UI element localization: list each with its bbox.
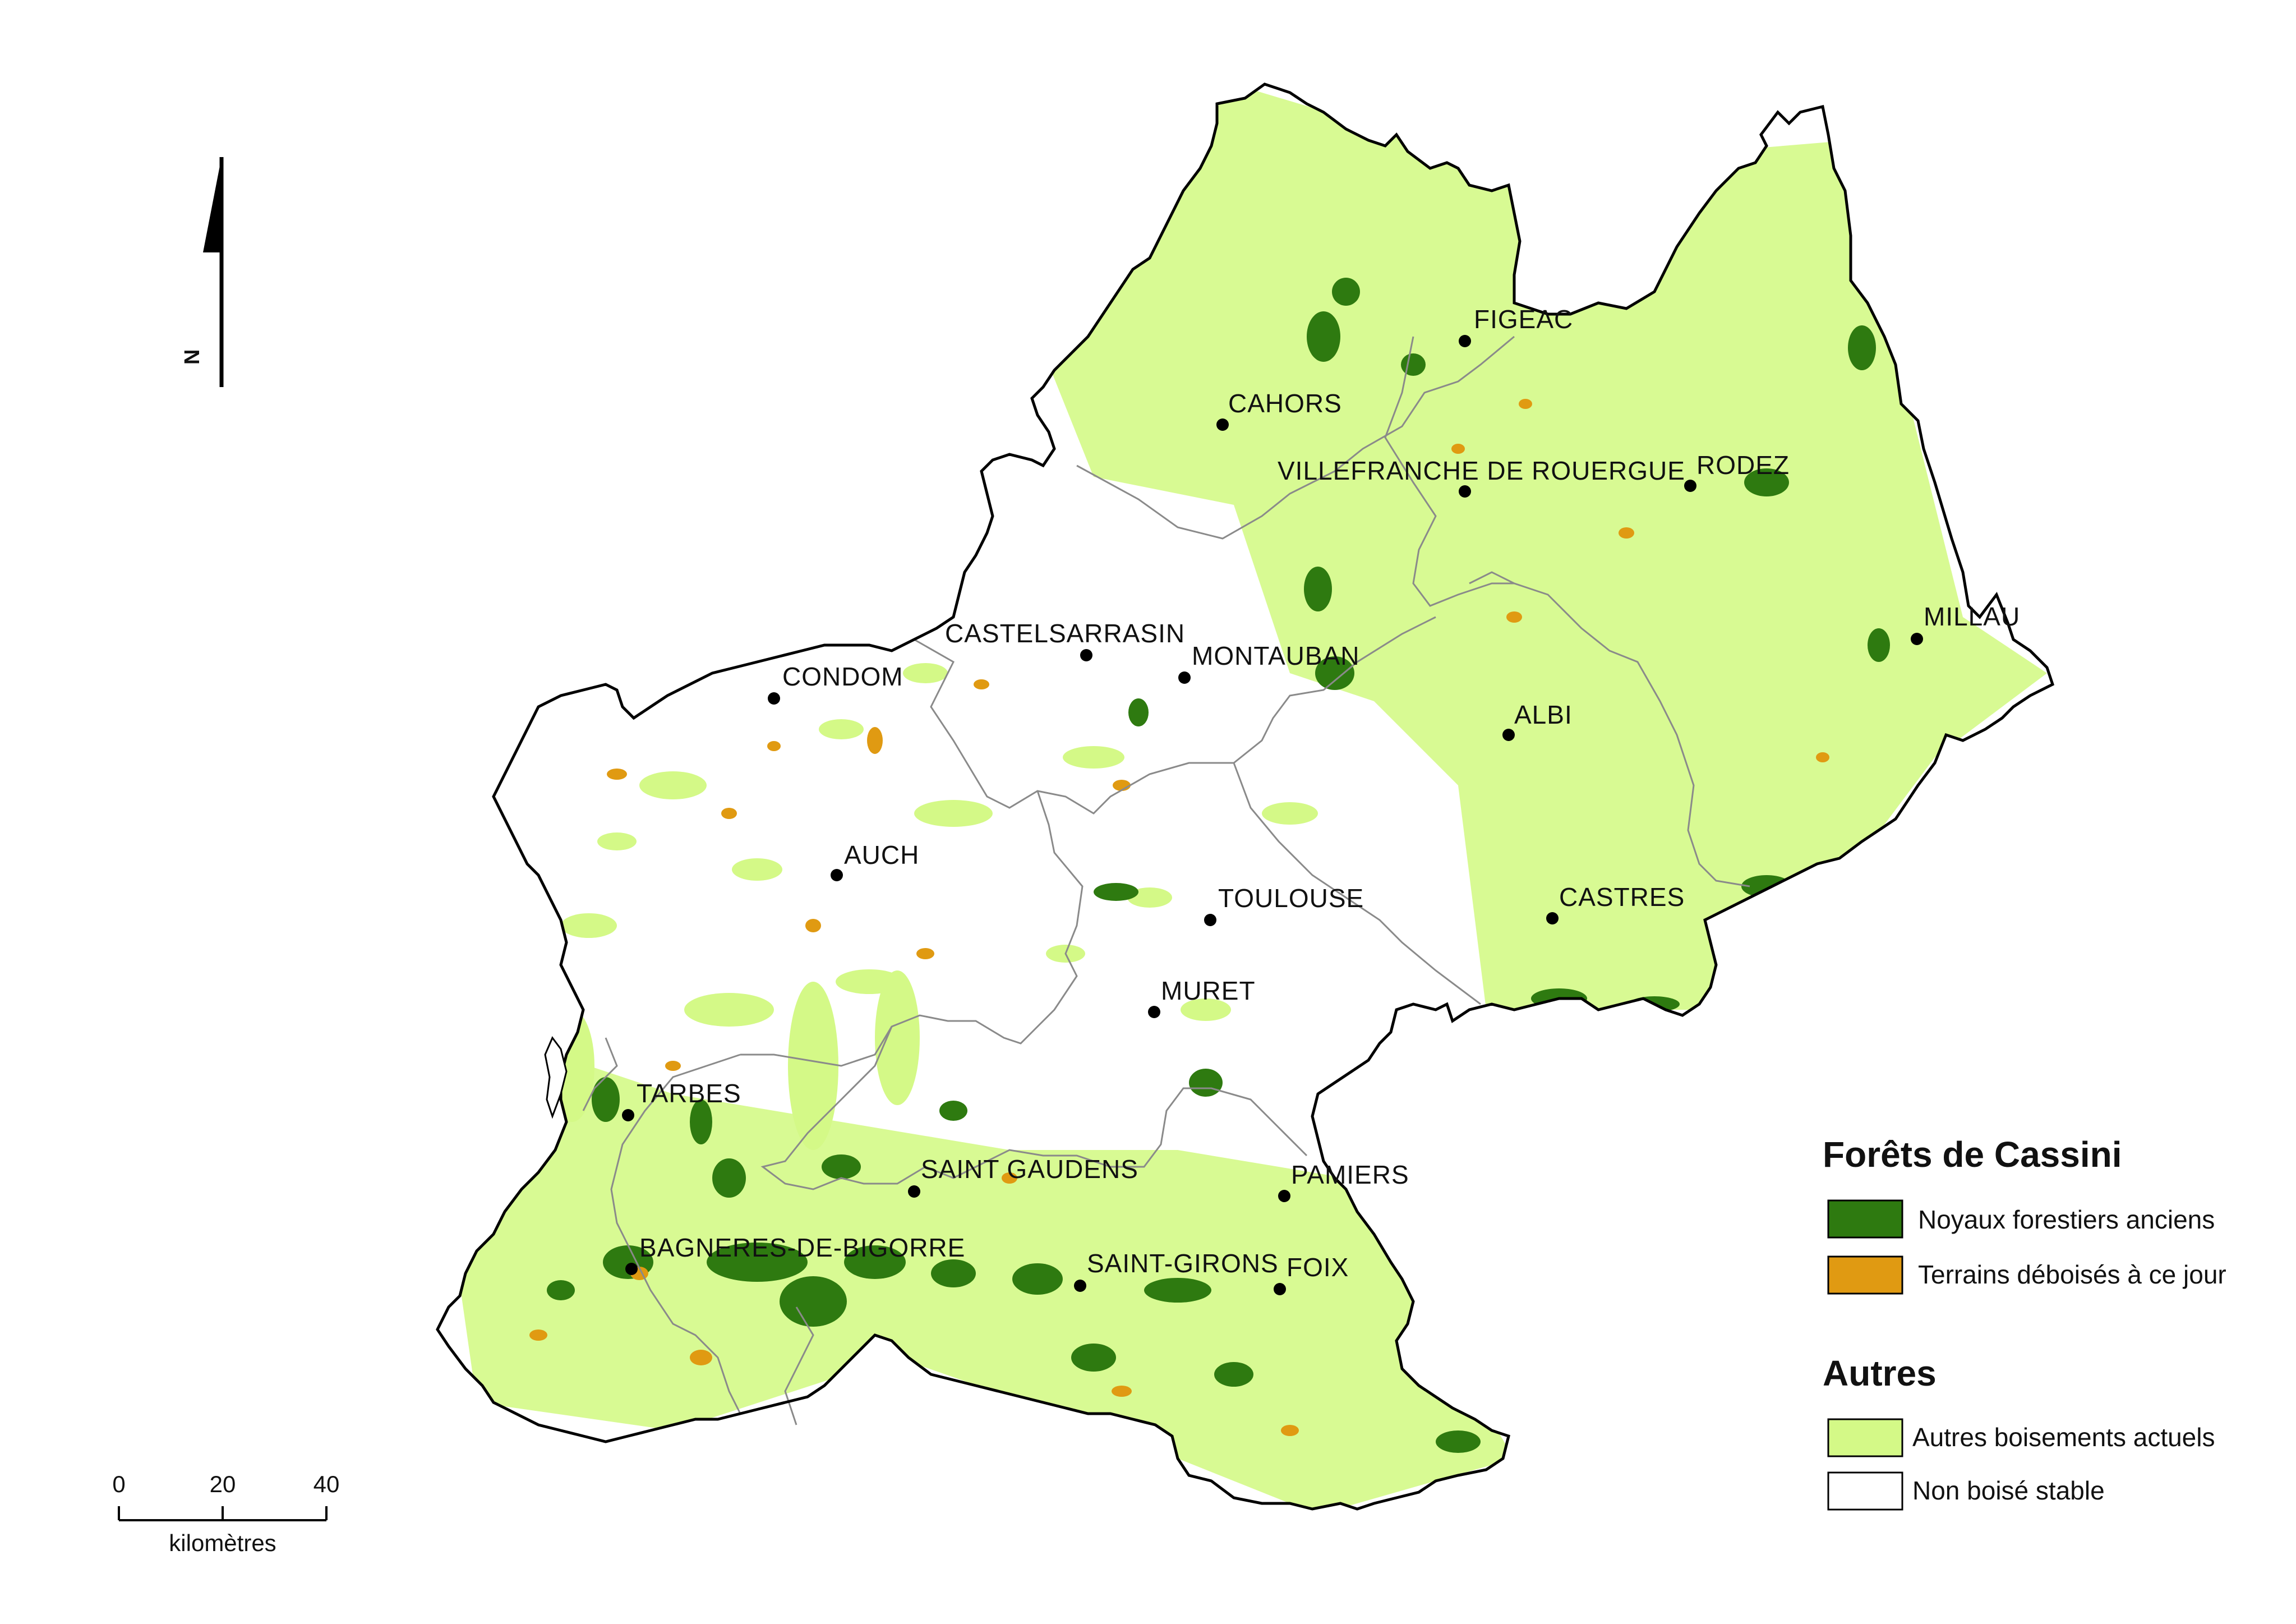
city-marker: BAGNERES-DE-BIGORRE bbox=[625, 1233, 965, 1275]
vegetation-layer bbox=[449, 84, 2047, 1509]
legend: Forêts de Cassini Noyaux forestiers anci… bbox=[1823, 1134, 2226, 1511]
scale-bar: 0 20 40 kilomètres bbox=[112, 1471, 339, 1556]
lake bbox=[544, 1036, 568, 1119]
city-label: ALBI bbox=[1514, 700, 1573, 729]
city-label: CASTELSARRASIN bbox=[945, 619, 1185, 648]
city-label: TOULOUSE bbox=[1218, 884, 1364, 913]
cities-layer: FIGEAC CAHORS VILLEFRANCHE DE ROUERGUE RODE… bbox=[622, 305, 2020, 1295]
city-dot bbox=[622, 1109, 634, 1121]
city-label: AUCH bbox=[844, 840, 919, 869]
autres-boisements-north bbox=[1038, 84, 2047, 1010]
city-dot bbox=[1216, 418, 1229, 431]
city-label: TARBES bbox=[637, 1079, 741, 1108]
scale-tick-20: 20 bbox=[210, 1471, 236, 1497]
city-marker: SAINT GAUDENS bbox=[908, 1154, 1138, 1198]
city-label: CONDOM bbox=[782, 662, 903, 691]
north-arrow: N bbox=[181, 157, 224, 387]
noyaux-forestiers-patches bbox=[547, 278, 1890, 1453]
city-marker: AUCH bbox=[831, 840, 919, 881]
city-dot bbox=[1459, 485, 1471, 498]
city-marker: FOIX bbox=[1274, 1253, 1349, 1295]
city-marker: MURET bbox=[1148, 976, 1256, 1018]
city-marker: FIGEAC bbox=[1459, 305, 1573, 347]
city-dot bbox=[1148, 1006, 1160, 1018]
city-label: RODEZ bbox=[1696, 450, 1790, 480]
autres-boisements-patches bbox=[550, 663, 1318, 1150]
city-dot bbox=[768, 692, 780, 705]
north-letter: N bbox=[181, 349, 204, 365]
city-label: MONTAUBAN bbox=[1192, 641, 1360, 670]
city-dot bbox=[1080, 649, 1092, 661]
city-marker: MONTAUBAN bbox=[1178, 641, 1360, 684]
scale-unit: kilomètres bbox=[169, 1530, 276, 1556]
legend-label-noyaux: Noyaux forestiers anciens bbox=[1918, 1205, 2215, 1234]
legend-swatch-non-boise bbox=[1827, 1471, 1903, 1511]
city-dot bbox=[1911, 633, 1923, 645]
city-label: SAINT-GIRONS bbox=[1087, 1249, 1279, 1278]
legend-swatch-deboises bbox=[1827, 1255, 1903, 1295]
city-dot bbox=[908, 1185, 920, 1198]
scale-tick-0: 0 bbox=[112, 1471, 125, 1497]
city-marker: CAHORS bbox=[1216, 389, 1342, 431]
city-dot bbox=[1278, 1190, 1290, 1202]
city-marker: MILLAU bbox=[1911, 602, 2020, 645]
city-label: CASTRES bbox=[1559, 882, 1685, 912]
city-dot bbox=[1684, 480, 1696, 492]
city-marker: CONDOM bbox=[768, 662, 903, 705]
city-marker: CASTELSARRASIN bbox=[945, 619, 1185, 661]
city-label: MILLAU bbox=[1924, 602, 2020, 631]
legend-title-autres: Autres bbox=[1823, 1353, 1937, 1393]
city-marker: CASTRES bbox=[1546, 882, 1685, 924]
city-label: CAHORS bbox=[1228, 389, 1342, 418]
city-dot bbox=[1502, 729, 1515, 741]
city-dot bbox=[1178, 671, 1191, 684]
north-arrow-icon bbox=[203, 157, 222, 252]
city-label: SAINT GAUDENS bbox=[921, 1154, 1138, 1184]
city-dot bbox=[1546, 912, 1559, 924]
scale-tick-40: 40 bbox=[313, 1471, 340, 1497]
city-dot bbox=[831, 869, 843, 881]
city-label: VILLEFRANCHE DE ROUERGUE bbox=[1278, 456, 1685, 485]
city-marker: PAMIERS bbox=[1278, 1160, 1409, 1202]
city-marker: TOULOUSE bbox=[1204, 884, 1364, 926]
city-label: FIGEAC bbox=[1474, 305, 1573, 334]
legend-label-non-boise: Non boisé stable bbox=[1912, 1476, 2105, 1505]
city-dot bbox=[1459, 335, 1471, 347]
legend-label-autres-boisements: Autres boisements actuels bbox=[1912, 1423, 2215, 1452]
city-label: BAGNERES-DE-BIGORRE bbox=[639, 1233, 965, 1262]
city-dot bbox=[1204, 914, 1216, 926]
city-marker: RODEZ bbox=[1684, 450, 1790, 492]
city-label: FOIX bbox=[1287, 1253, 1349, 1282]
legend-label-deboises: Terrains déboisés à ce jour bbox=[1918, 1260, 2226, 1289]
legend-title-cassini: Forêts de Cassini bbox=[1823, 1134, 2122, 1175]
city-marker: ALBI bbox=[1502, 700, 1573, 741]
legend-swatch-noyaux bbox=[1827, 1199, 1903, 1239]
city-marker: SAINT-GIRONS bbox=[1074, 1249, 1279, 1292]
city-marker: VILLEFRANCHE DE ROUERGUE bbox=[1278, 456, 1685, 498]
department-borders bbox=[582, 335, 1750, 1425]
city-marker: TARBES bbox=[622, 1079, 741, 1121]
city-dot bbox=[1274, 1283, 1286, 1295]
city-label: PAMIERS bbox=[1291, 1160, 1409, 1189]
city-dot bbox=[625, 1263, 638, 1275]
city-dot bbox=[1074, 1280, 1086, 1292]
legend-swatch-autres-boisements bbox=[1827, 1418, 1903, 1457]
city-label: MURET bbox=[1161, 976, 1256, 1005]
